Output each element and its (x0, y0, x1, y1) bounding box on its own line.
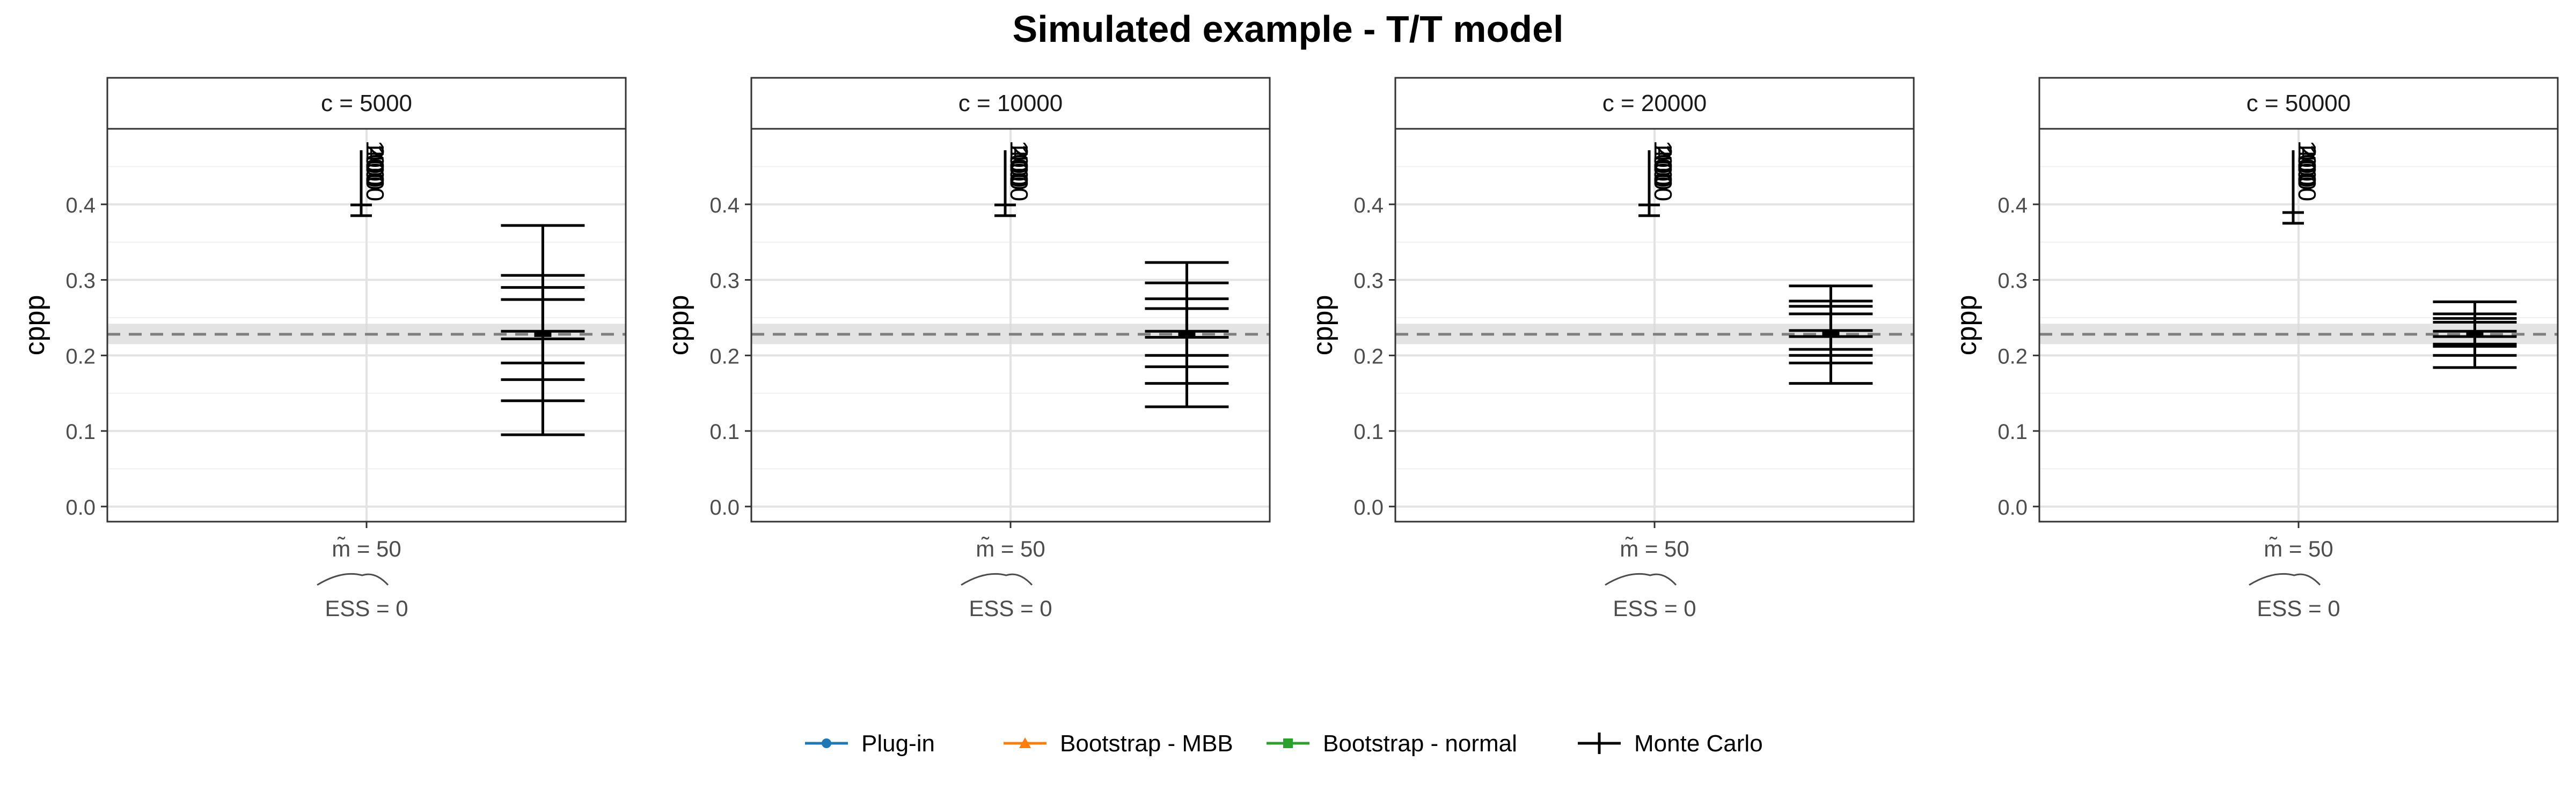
y-axis-title: cppp (1307, 295, 1338, 356)
y-tick-label: 0.2 (65, 345, 96, 368)
y-tick-label: 0.4 (1353, 194, 1384, 217)
y-tick-label: 0.3 (65, 269, 96, 293)
legend-key-marker (1019, 737, 1031, 748)
facet-strip (1394, 77, 1915, 130)
x-tick-sublabel: ESS = 0 (969, 596, 1052, 621)
facet-strip-label: c = 20000 (1602, 90, 1707, 116)
y-tick-label: 0.1 (1997, 420, 2028, 444)
overflow-label: 400 (1005, 149, 1033, 191)
y-tick-label: 0.1 (1353, 420, 1384, 444)
y-axis-title: cppp (1951, 295, 1982, 356)
x-tick-sublabel: ESS = 0 (325, 596, 408, 621)
legend-label: Bootstrap - MBB (1060, 730, 1233, 757)
legend-item: Monte Carlo (1578, 730, 1763, 757)
facet-strip-label: c = 5000 (321, 90, 412, 116)
legend-key-marker (822, 738, 831, 748)
overflow-label: 1000 (1005, 147, 1033, 201)
y-tick-label: 0.4 (1997, 194, 2028, 217)
facet-strip (106, 77, 627, 130)
y-tick-label: 0.3 (709, 269, 740, 293)
legend-item: Plug-in (805, 730, 935, 757)
y-tick-label: 0.3 (1353, 269, 1384, 293)
y-tick-label: 0.1 (65, 420, 96, 444)
legend-item: Bootstrap - normal (1267, 730, 1517, 757)
overflow-label: 400 (361, 149, 389, 191)
overflow-label: 100 (1649, 141, 1677, 182)
overflow-label: 100 (1005, 141, 1033, 182)
legend-item: Bootstrap - MBB (1004, 730, 1233, 757)
overflow-label: 400 (1649, 149, 1677, 191)
y-tick-label: 0.0 (1353, 496, 1384, 519)
y-tick-label: 0.2 (1353, 345, 1384, 368)
overflow-label: 200 (2293, 145, 2321, 186)
y-tick-label: 0.1 (709, 420, 740, 444)
facet-strip (750, 77, 1271, 130)
legend-label: Monte Carlo (1634, 730, 1763, 757)
overflow-label: 200 (1649, 145, 1677, 186)
facet-strip-label: c = 50000 (2246, 90, 2351, 116)
facet-strip-label: c = 10000 (958, 90, 1063, 116)
y-tick-label: 0.2 (1997, 345, 2028, 368)
y-tick-label: 0.0 (1997, 496, 2028, 519)
y-tick-label: 0.3 (1997, 269, 2028, 293)
y-axis-title: cppp (663, 295, 694, 356)
x-tick-label: m̃ = 50 (1620, 536, 1689, 561)
overflow-label: 400 (2293, 149, 2321, 191)
overflow-label: 1000 (361, 147, 389, 201)
facet-strip (2038, 77, 2559, 130)
legend: Plug-in Bootstrap - MBB Bootstrap - normal… (805, 730, 1763, 757)
legend-label: Bootstrap - normal (1323, 730, 1517, 757)
y-tick-label: 0.0 (709, 496, 740, 519)
ess-hat-accent (961, 573, 1033, 586)
y-axis-title: cppp (19, 295, 50, 356)
overflow-label: 200 (361, 145, 389, 186)
chart-title: Simulated example - T/T model (1013, 8, 1564, 50)
x-tick-label: m̃ = 50 (2264, 536, 2333, 561)
ess-hat-accent (2249, 573, 2321, 586)
y-tick-label: 0.0 (65, 496, 96, 519)
y-tick-label: 0.2 (709, 345, 740, 368)
overflow-label: 200 (1005, 145, 1033, 186)
overflow-label: 1000 (1649, 147, 1677, 201)
y-tick-label: 0.4 (65, 194, 96, 217)
overflow-label: 1000 (2293, 147, 2321, 201)
legend-label: Plug-in (861, 730, 935, 757)
overflow-label: 100 (2293, 141, 2321, 182)
x-tick-label: m̃ = 50 (332, 536, 401, 561)
overflow-label: 100 (361, 141, 389, 182)
x-tick-label: m̃ = 50 (976, 536, 1045, 561)
y-tick-label: 0.4 (709, 194, 740, 217)
x-tick-sublabel: ESS = 0 (1613, 596, 1696, 621)
x-tick-sublabel: ESS = 0 (2257, 596, 2340, 621)
ess-hat-accent (317, 573, 389, 586)
ess-hat-accent (1605, 573, 1677, 586)
legend-key-marker (1283, 738, 1293, 748)
